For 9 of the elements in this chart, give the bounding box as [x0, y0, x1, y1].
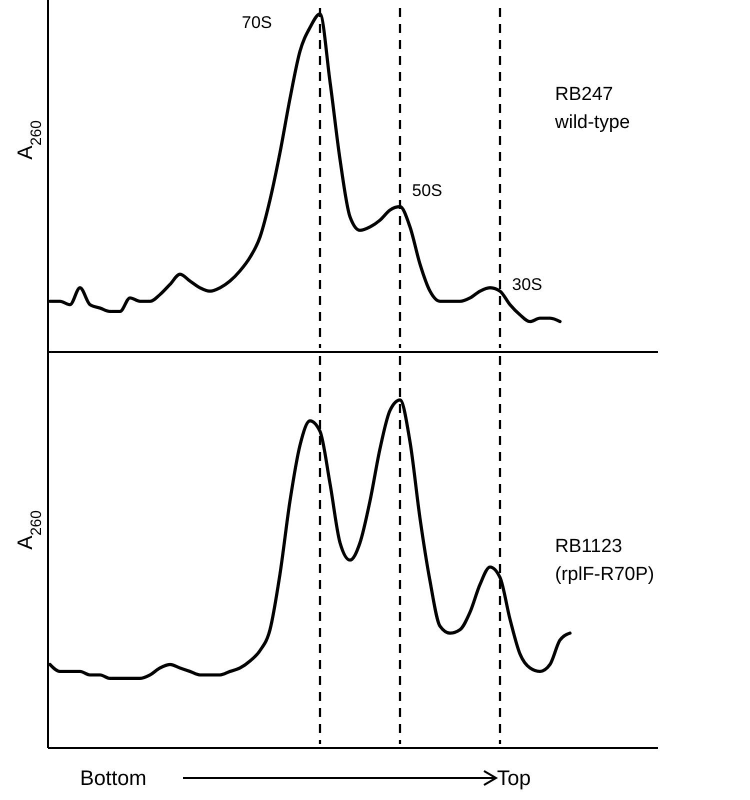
x-axis-title: Bottom [80, 767, 147, 790]
annotation: 70S [242, 13, 272, 32]
annotation: (rplF-R70P) [555, 564, 654, 585]
annotation: RB1123 [555, 536, 622, 557]
annotation: RB247 [555, 84, 614, 105]
annotation: 30S [512, 275, 542, 294]
annotation: 50S [412, 181, 442, 200]
text: Top [497, 767, 531, 790]
annotation: wild-type [554, 112, 630, 133]
